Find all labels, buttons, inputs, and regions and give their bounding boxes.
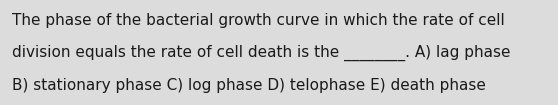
Text: division equals the rate of cell death is the ________. A) lag phase: division equals the rate of cell death i… — [12, 45, 511, 61]
Text: B) stationary phase C) log phase D) telophase E) death phase: B) stationary phase C) log phase D) telo… — [12, 78, 486, 93]
Text: The phase of the bacterial growth curve in which the rate of cell: The phase of the bacterial growth curve … — [12, 13, 505, 28]
